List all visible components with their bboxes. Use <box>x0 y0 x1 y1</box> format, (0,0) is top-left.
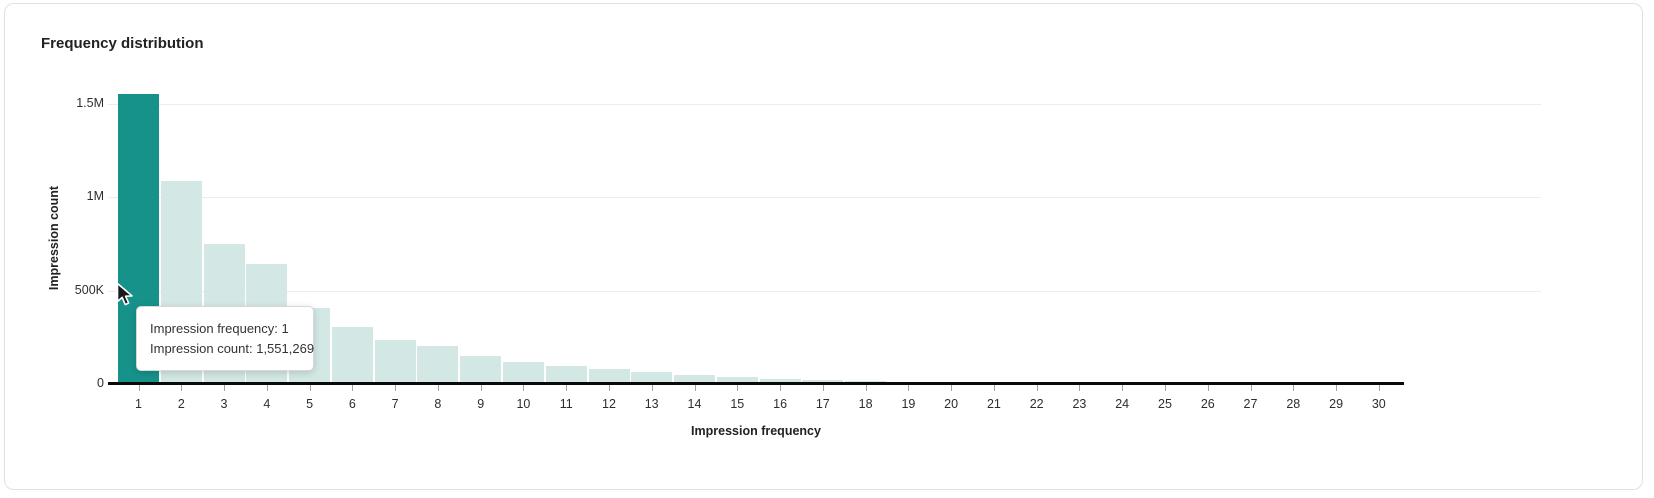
bar-frequency-14[interactable] <box>674 374 715 384</box>
bar-frequency-7[interactable] <box>374 340 416 384</box>
x-tick-label: 27 <box>1243 397 1258 411</box>
x-tick-label: 3 <box>220 397 228 411</box>
x-tick <box>1250 385 1252 391</box>
x-tick <box>694 385 696 391</box>
y-tick-label: 1.5M <box>76 96 104 110</box>
x-tick <box>566 385 568 391</box>
bar-frequency-10[interactable] <box>502 362 544 384</box>
tooltip-frequency-line: Impression frequency: 1 <box>150 321 289 336</box>
x-tick <box>1378 385 1380 391</box>
y-axis-title: Impression count <box>47 185 61 291</box>
x-tick-label: 24 <box>1115 397 1130 411</box>
x-tick <box>1207 385 1209 391</box>
x-tick <box>1293 385 1295 391</box>
x-tick <box>437 385 439 391</box>
gridline-500K <box>108 290 1541 292</box>
x-tick-label: 17 <box>815 397 830 411</box>
x-tick-label: 15 <box>730 397 745 411</box>
x-tick <box>993 385 995 391</box>
x-tick-label: 21 <box>986 397 1001 411</box>
bar-frequency-13[interactable] <box>631 372 673 384</box>
x-tick <box>395 385 397 391</box>
x-tick-label: 14 <box>687 397 702 411</box>
y-tick-label: 0 <box>97 376 104 390</box>
x-tick <box>1165 385 1166 391</box>
x-tick-label: 30 <box>1371 397 1386 411</box>
x-tick-label: 8 <box>434 397 442 411</box>
bar-frequency-6[interactable] <box>331 327 373 384</box>
gridline-1M <box>108 197 1541 199</box>
bar-frequency-12[interactable] <box>588 368 630 384</box>
x-tick-label: 16 <box>773 397 788 411</box>
x-tick <box>822 385 824 391</box>
x-tick <box>224 385 225 391</box>
x-tick-label: 5 <box>306 397 314 411</box>
x-tick <box>181 385 183 391</box>
x-tick-label: 1 <box>135 397 142 411</box>
x-tick-label: 9 <box>477 397 485 411</box>
bar-frequency-11[interactable] <box>545 366 587 384</box>
x-tick-label: 6 <box>348 397 356 411</box>
chart-title: Frequency distribution <box>41 35 204 52</box>
x-tick <box>352 385 354 391</box>
x-tick-label: 4 <box>263 397 271 411</box>
x-tick <box>266 385 268 391</box>
x-axis-title: Impression frequency <box>691 424 821 438</box>
x-tick-label: 28 <box>1286 397 1301 411</box>
bar-frequency-15[interactable] <box>716 377 758 384</box>
x-tick-label: 2 <box>177 397 185 411</box>
bar-frequency-8[interactable] <box>417 346 459 384</box>
tooltip: Impression frequency: 1 Impression count… <box>136 306 314 371</box>
gridline-1.5M <box>108 104 1541 105</box>
x-tick <box>1079 385 1081 391</box>
x-tick <box>908 385 910 391</box>
x-tick <box>737 385 739 391</box>
x-tick <box>138 385 140 391</box>
x-tick-label: 20 <box>944 397 959 411</box>
x-tick-label: 23 <box>1072 397 1087 411</box>
x-tick-label: 7 <box>391 397 399 411</box>
x-tick <box>651 385 653 391</box>
x-tick-label: 25 <box>1158 397 1172 411</box>
x-tick-label: 11 <box>559 397 573 411</box>
x-tick-label: 10 <box>516 397 531 411</box>
tooltip-count-line: Impression count: 1,551,269 <box>150 341 315 356</box>
y-tick-label: 500K <box>74 282 104 297</box>
x-tick-label: 12 <box>602 397 616 411</box>
x-tick-label: 19 <box>901 397 916 411</box>
x-tick <box>951 385 953 391</box>
x-tick <box>609 385 610 391</box>
x-tick-label: 18 <box>858 397 873 411</box>
x-axis-line <box>108 382 1404 385</box>
x-tick-label: 26 <box>1200 397 1215 411</box>
x-tick-label: 13 <box>644 397 659 411</box>
x-tick <box>309 385 311 391</box>
mouse-cursor-icon <box>116 282 134 313</box>
x-tick <box>1122 385 1124 391</box>
x-tick <box>780 385 782 391</box>
x-tick <box>1036 385 1038 391</box>
x-tick-label: 29 <box>1329 397 1344 411</box>
y-tick-label: 1M <box>86 189 104 204</box>
bar-frequency-9[interactable] <box>460 355 502 384</box>
x-tick <box>1336 385 1338 391</box>
x-tick-label: 22 <box>1029 397 1044 411</box>
x-tick <box>480 385 482 391</box>
bar-frequency-16[interactable] <box>759 378 801 384</box>
x-tick <box>523 385 525 391</box>
x-tick <box>865 385 867 391</box>
